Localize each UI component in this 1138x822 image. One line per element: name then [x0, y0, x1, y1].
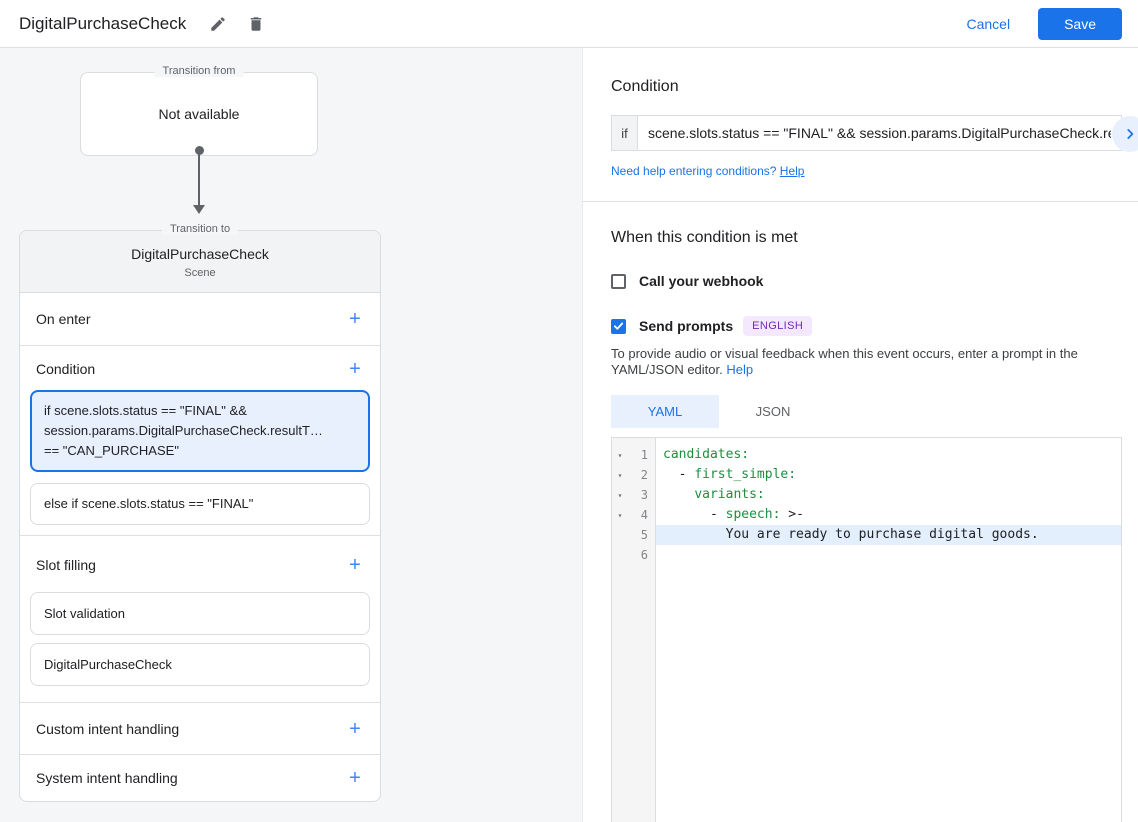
- call-webhook-label: Call your webhook: [639, 273, 764, 289]
- send-prompts-row: Send prompts ENGLISH: [611, 316, 1138, 336]
- fold-arrow-icon[interactable]: ▾: [617, 450, 623, 460]
- code-line[interactable]: - first_simple:: [663, 467, 797, 482]
- top-bar: DigitalPurchaseCheck Cancel Save: [0, 0, 1138, 48]
- line-number: 4: [640, 508, 648, 522]
- editor-gutter: ▾ 1 ▾ 2 ▾ 3 ▾ 4 5 6: [612, 438, 656, 822]
- chevron-right-icon: [1127, 129, 1134, 139]
- condition-expression-row: if: [611, 115, 1122, 151]
- line-number: 6: [640, 548, 648, 562]
- prompt-hint-text: To provide audio or visual feedback when…: [611, 346, 1078, 377]
- add-icon[interactable]: +: [349, 308, 361, 330]
- send-prompts-label: Send prompts: [639, 318, 734, 334]
- scene-type: Scene: [184, 267, 216, 279]
- custom-intent-label: Custom intent handling: [36, 720, 180, 737]
- condition-expression-input[interactable]: [637, 115, 1122, 151]
- add-icon[interactable]: +: [349, 358, 361, 380]
- page-title: DigitalPurchaseCheck: [19, 13, 187, 33]
- add-icon[interactable]: +: [349, 717, 361, 740]
- transition-from-value: Not available: [158, 106, 240, 122]
- transition-from-label: Transition from: [154, 65, 244, 77]
- conditions-help-link[interactable]: Help: [779, 164, 805, 178]
- fold-arrow-icon[interactable]: ▾: [617, 510, 623, 520]
- scene-name: DigitalPurchaseCheck: [131, 246, 269, 262]
- line-number: 3: [640, 488, 648, 502]
- on-enter-section[interactable]: On enter +: [20, 293, 380, 346]
- line-number: 1: [640, 448, 648, 462]
- code-line-highlighted[interactable]: You are ready to purchase digital goods.: [656, 525, 1121, 545]
- slot-validation-card[interactable]: Slot validation: [30, 592, 370, 635]
- condition-met-heading: When this condition is met: [611, 229, 798, 246]
- condition-card-selected[interactable]: if scene.slots.status == "FINAL" && sess…: [30, 390, 370, 472]
- call-webhook-checkbox[interactable]: [611, 273, 626, 289]
- delete-scene-button[interactable]: [240, 8, 272, 40]
- webhook-row: Call your webhook: [611, 273, 1138, 289]
- condition-section: Condition + if scene.slots.status == "FI…: [20, 346, 380, 536]
- on-enter-label: On enter: [36, 311, 91, 327]
- arrow-down-icon: [193, 205, 205, 214]
- line-number: 2: [640, 468, 648, 482]
- code-line[interactable]: [656, 545, 1121, 565]
- add-icon[interactable]: +: [349, 767, 361, 789]
- system-intent-label: System intent handling: [36, 770, 178, 786]
- save-button[interactable]: Save: [1038, 7, 1122, 40]
- scene-graph-canvas: Transition from Not available Transition…: [0, 48, 583, 822]
- section-divider: [583, 201, 1138, 202]
- prompt-hint: To provide audio or visual feedback when…: [611, 346, 1116, 378]
- condition-detail-panel: Condition if Need help entering conditio…: [583, 48, 1138, 822]
- connector-dot: [195, 146, 204, 155]
- edit-title-button[interactable]: [202, 8, 234, 40]
- cancel-button[interactable]: Cancel: [966, 15, 1011, 32]
- panel-title: Condition: [611, 78, 679, 95]
- slot-filling-section: Slot filling + Slot validation DigitalPu…: [20, 536, 380, 703]
- yaml-editor[interactable]: ▾ 1 ▾ 2 ▾ 3 ▾ 4 5 6 candidates: - first_simp…: [611, 437, 1122, 822]
- fold-arrow-icon[interactable]: ▾: [617, 490, 623, 500]
- slot-filling-label: Slot filling: [36, 557, 96, 573]
- add-icon[interactable]: +: [349, 554, 361, 576]
- editor-tabs: YAML JSON: [611, 395, 1138, 428]
- editor-code-area[interactable]: candidates: - first_simple: variants: - …: [656, 438, 1121, 822]
- transition-to-label: Transition to: [161, 223, 239, 235]
- language-badge: ENGLISH: [743, 316, 813, 336]
- code-line[interactable]: candidates:: [663, 447, 750, 462]
- prompt-help-link[interactable]: Help: [726, 362, 754, 377]
- pencil-icon: [211, 16, 226, 31]
- code-line[interactable]: - speech: >-: [663, 507, 804, 522]
- scene-card: DigitalPurchaseCheck Scene On enter + Co…: [19, 230, 381, 802]
- condition-help-line: Need help entering conditions? Help: [611, 164, 1138, 178]
- custom-intent-section[interactable]: Custom intent handling +: [20, 703, 380, 755]
- tab-json[interactable]: JSON: [755, 404, 791, 419]
- fold-arrow-icon[interactable]: ▾: [617, 470, 623, 480]
- checkmark-icon: [613, 322, 624, 330]
- help-text: Need help entering conditions?: [611, 164, 777, 178]
- condition-section-label: Condition: [36, 361, 96, 377]
- line-number: 5: [640, 528, 648, 542]
- condition-card[interactable]: else if scene.slots.status == "FINAL": [30, 483, 370, 525]
- transition-from-box: Transition from Not available: [80, 65, 318, 156]
- system-intent-section[interactable]: System intent handling +: [20, 755, 380, 801]
- send-prompts-checkbox[interactable]: [611, 318, 626, 334]
- trash-icon: [251, 16, 262, 31]
- transition-to-box: Transition to DigitalPurchaseCheck Scene…: [19, 223, 381, 802]
- slot-card[interactable]: DigitalPurchaseCheck: [30, 643, 370, 686]
- code-line[interactable]: variants:: [694, 487, 765, 502]
- scene-card-header: DigitalPurchaseCheck Scene: [20, 231, 380, 293]
- if-prefix: if: [611, 115, 637, 151]
- tab-yaml[interactable]: YAML: [611, 395, 719, 428]
- collapse-panel-button[interactable]: [1112, 116, 1138, 152]
- connector-line: [198, 152, 200, 206]
